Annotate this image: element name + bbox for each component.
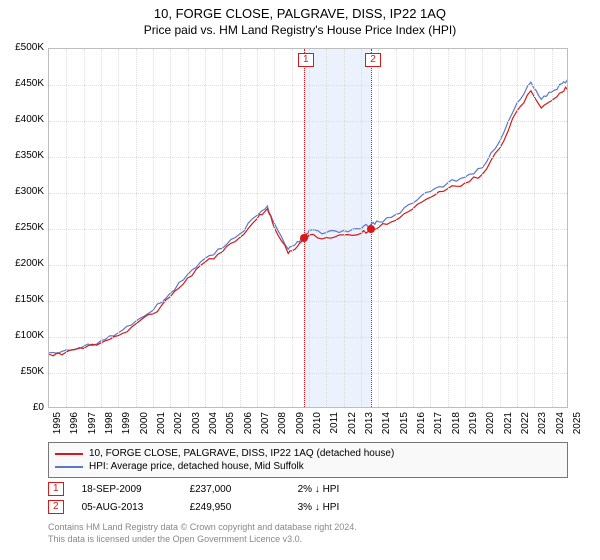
y-axis-tick: £450K xyxy=(0,78,44,89)
chart-container: 10, FORGE CLOSE, PALGRAVE, DISS, IP22 1A… xyxy=(0,0,600,560)
event-row: 2 05-AUG-2013 £249,950 3% ↓ HPI xyxy=(48,498,568,516)
legend-item-property: 10, FORGE CLOSE, PALGRAVE, DISS, IP22 1A… xyxy=(55,447,561,460)
x-axis-tick: 1997 xyxy=(87,412,98,442)
x-axis-tick: 1998 xyxy=(104,412,115,442)
legend-line-icon xyxy=(55,466,83,468)
x-axis-tick: 2005 xyxy=(225,412,236,442)
event-delta: 3% ↓ HPI xyxy=(298,502,388,513)
legend-label: 10, FORGE CLOSE, PALGRAVE, DISS, IP22 1A… xyxy=(89,448,394,459)
y-axis-tick: £300K xyxy=(0,186,44,197)
x-axis-tick: 2004 xyxy=(208,412,219,442)
x-axis-tick: 2012 xyxy=(347,412,358,442)
marker-label-box: 2 xyxy=(365,53,381,67)
event-table: 1 18-SEP-2009 £237,000 2% ↓ HPI 2 05-AUG… xyxy=(48,480,568,516)
y-axis-tick: £0 xyxy=(0,402,44,413)
x-axis-tick: 2016 xyxy=(416,412,427,442)
x-axis-tick: 2018 xyxy=(451,412,462,442)
legend: 10, FORGE CLOSE, PALGRAVE, DISS, IP22 1A… xyxy=(48,442,568,478)
event-price: £249,950 xyxy=(190,502,280,513)
x-axis-tick: 2017 xyxy=(433,412,444,442)
marker-vertical-line xyxy=(304,49,305,407)
x-axis-tick: 1996 xyxy=(69,412,80,442)
chart-subtitle: Price paid vs. HM Land Registry's House … xyxy=(0,21,600,37)
x-axis-tick: 2007 xyxy=(260,412,271,442)
x-axis-tick: 2003 xyxy=(191,412,202,442)
footer-line2: This data is licensed under the Open Gov… xyxy=(48,534,568,546)
legend-item-hpi: HPI: Average price, detached house, Mid … xyxy=(55,460,561,473)
y-axis-tick: £50K xyxy=(0,366,44,377)
x-axis-tick: 2006 xyxy=(243,412,254,442)
legend-label: HPI: Average price, detached house, Mid … xyxy=(89,461,304,472)
x-axis-tick: 2000 xyxy=(139,412,150,442)
x-axis-tick: 2019 xyxy=(468,412,479,442)
event-price: £237,000 xyxy=(190,484,280,495)
footer-line1: Contains HM Land Registry data © Crown c… xyxy=(48,522,568,534)
event-delta: 2% ↓ HPI xyxy=(298,484,388,495)
y-axis-tick: £250K xyxy=(0,222,44,233)
x-axis-tick: 2009 xyxy=(295,412,306,442)
x-axis-tick: 2014 xyxy=(381,412,392,442)
marker-dot xyxy=(367,225,375,233)
x-axis-tick: 1999 xyxy=(121,412,132,442)
chart-title: 10, FORGE CLOSE, PALGRAVE, DISS, IP22 1A… xyxy=(0,0,600,21)
y-axis-tick: £400K xyxy=(0,114,44,125)
event-date: 18-SEP-2009 xyxy=(82,484,172,495)
event-marker-box: 2 xyxy=(48,500,64,514)
legend-line-icon xyxy=(55,453,83,455)
marker-dot xyxy=(300,234,308,242)
x-axis-tick: 2023 xyxy=(537,412,548,442)
y-axis-tick: £100K xyxy=(0,330,44,341)
y-axis-tick: £150K xyxy=(0,294,44,305)
y-axis-tick: £350K xyxy=(0,150,44,161)
y-axis-tick: £500K xyxy=(0,42,44,53)
event-date: 05-AUG-2013 xyxy=(82,502,172,513)
footer: Contains HM Land Registry data © Crown c… xyxy=(48,522,568,545)
event-row: 1 18-SEP-2009 £237,000 2% ↓ HPI xyxy=(48,480,568,498)
x-axis-tick: 2011 xyxy=(329,412,340,442)
plot-area: 12 xyxy=(48,48,568,408)
event-marker-box: 1 xyxy=(48,482,64,496)
x-axis-tick: 2002 xyxy=(173,412,184,442)
x-axis-tick: 1995 xyxy=(52,412,63,442)
marker-label-box: 1 xyxy=(298,53,314,67)
x-axis-tick: 2015 xyxy=(399,412,410,442)
x-axis-tick: 2025 xyxy=(572,412,583,442)
x-axis-tick: 2010 xyxy=(312,412,323,442)
x-axis-tick: 2001 xyxy=(156,412,167,442)
x-axis-tick: 2022 xyxy=(520,412,531,442)
x-axis-tick: 2013 xyxy=(364,412,375,442)
x-axis-tick: 2024 xyxy=(555,412,566,442)
x-axis-tick: 2008 xyxy=(277,412,288,442)
y-axis-tick: £200K xyxy=(0,258,44,269)
x-axis-tick: 2020 xyxy=(485,412,496,442)
plot-outer: 12 xyxy=(48,48,568,408)
x-axis-tick: 2021 xyxy=(503,412,514,442)
